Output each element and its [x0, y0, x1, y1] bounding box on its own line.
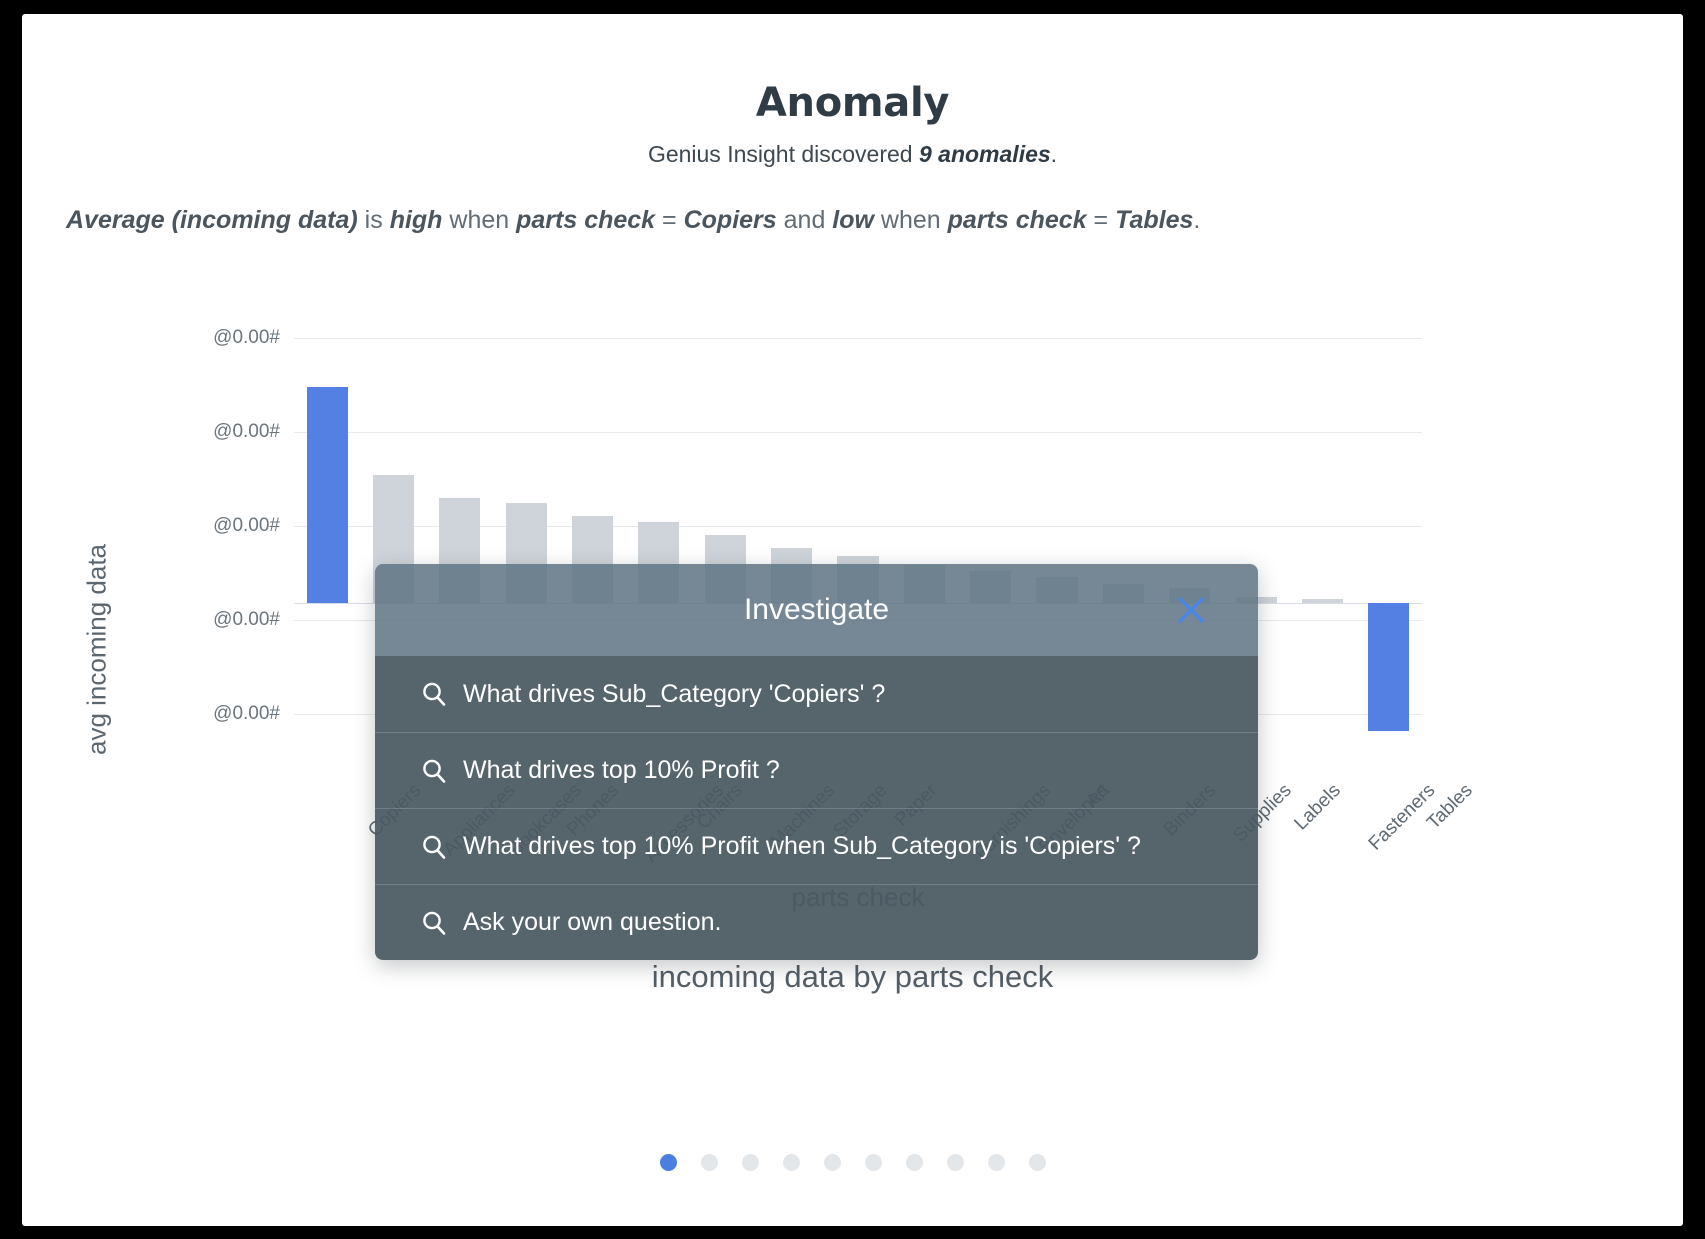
insight-card: Anomaly Genius Insight discovered 9 anom… — [22, 14, 1683, 1226]
insight-period: . — [1193, 206, 1201, 234]
investigate-dialog-header: Investigate — [375, 564, 1258, 656]
investigate-option-label: What drives Sub_Category 'Copiers' ? — [463, 679, 886, 708]
investigate-option-4[interactable]: Ask your own question. — [375, 884, 1258, 960]
pagination-dot-5[interactable] — [823, 1154, 841, 1171]
y-tick-label: @0.00# — [213, 421, 280, 442]
insight-dimension-1: parts check — [516, 206, 656, 234]
search-icon — [419, 679, 463, 709]
investigate-dialog: Investigate What drives Sub_Category 'Co… — [375, 564, 1258, 960]
gridline — [294, 338, 1422, 339]
y-tick-label: @0.00# — [213, 327, 280, 348]
insight-low: low — [832, 206, 874, 234]
insight-when-1: when — [442, 206, 517, 234]
pagination-dot-1[interactable] — [659, 1154, 677, 1171]
bar[interactable] — [306, 387, 348, 604]
pagination-dot-2[interactable] — [700, 1154, 718, 1171]
insight-and: and — [776, 206, 833, 234]
y-tick-label: @0.00# — [213, 703, 280, 724]
investigate-option-2[interactable]: What drives top 10% Profit ? — [375, 732, 1258, 808]
search-icon — [419, 832, 463, 862]
y-tick-label: @0.00# — [213, 609, 280, 630]
investigate-option-1[interactable]: What drives Sub_Category 'Copiers' ? — [375, 656, 1258, 732]
investigate-dialog-list: What drives Sub_Category 'Copiers' ? What… — [375, 656, 1258, 960]
summary-suffix: . — [1050, 141, 1058, 167]
close-icon[interactable] — [1174, 593, 1208, 627]
search-icon — [419, 756, 463, 786]
chart-caption: incoming data by parts check — [651, 959, 1054, 994]
y-axis-tick-labels: @0.00# @0.00# @0.00# @0.00# @0.00# — [200, 304, 280, 774]
pagination-dot-8[interactable] — [946, 1154, 964, 1171]
gridline — [294, 526, 1422, 527]
pagination-dot-10[interactable] — [1028, 1154, 1046, 1171]
investigate-option-label: What drives top 10% Profit when Sub_Cate… — [463, 832, 1141, 860]
x-tick-label: Labels — [1290, 780, 1345, 835]
bar[interactable] — [1368, 603, 1410, 732]
gridline — [294, 432, 1422, 433]
insight-is: is — [357, 206, 390, 234]
pagination-dot-4[interactable] — [782, 1154, 800, 1171]
insight-summary: Genius Insight discovered 9 anomalies. — [22, 141, 1683, 168]
investigate-dialog-title: Investigate — [743, 593, 890, 626]
insight-high: high — [389, 206, 443, 234]
page-title: Anomaly — [755, 80, 950, 126]
insight-dimension-2: parts check — [947, 206, 1087, 234]
anomaly-count: 9 anomalies — [918, 141, 1051, 167]
investigate-option-label: Ask your own question. — [463, 908, 722, 936]
bar[interactable] — [1301, 598, 1344, 604]
insight-value-1: Copiers — [683, 206, 777, 234]
search-icon — [419, 908, 463, 938]
insight-when-2: when — [873, 206, 948, 234]
pagination-dot-9[interactable] — [987, 1154, 1005, 1171]
pagination-dot-6[interactable] — [864, 1154, 882, 1171]
insight-measure: Average (incoming data) — [66, 206, 358, 234]
carousel-pagination — [22, 1154, 1683, 1171]
insight-value-2: Tables — [1115, 206, 1194, 234]
investigate-option-label: What drives top 10% Profit ? — [463, 756, 780, 784]
summary-prefix: Genius Insight discovered — [647, 141, 919, 167]
insight-eq-1: = — [655, 206, 684, 234]
investigate-option-3[interactable]: What drives top 10% Profit when Sub_Cate… — [375, 808, 1258, 884]
insight-statement: Average (incoming data) is high when par… — [66, 204, 1446, 238]
pagination-dot-3[interactable] — [741, 1154, 759, 1171]
pagination-dot-7[interactable] — [905, 1154, 923, 1171]
y-axis-title: avg incoming data — [81, 543, 112, 756]
y-tick-label: @0.00# — [213, 515, 280, 536]
insight-eq-2: = — [1086, 206, 1116, 234]
